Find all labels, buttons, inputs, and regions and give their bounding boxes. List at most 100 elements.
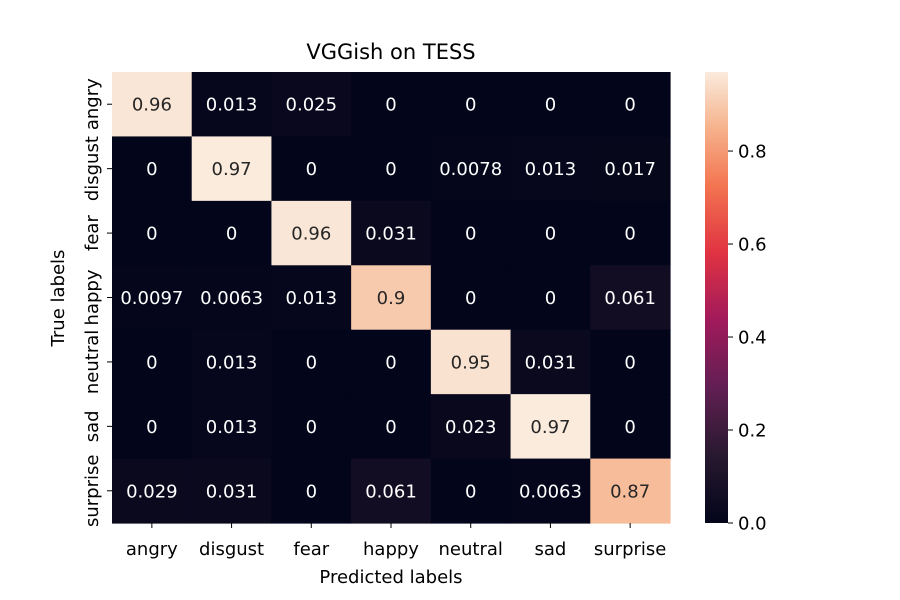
y-tick-label: happy (82, 269, 103, 325)
cell-value-label: 0.031 (365, 224, 417, 245)
heatmap-cell (351, 136, 432, 202)
x-tick-label: neutral (439, 539, 503, 560)
cell-value-label: 0 (545, 288, 556, 309)
cell-value-label: 0 (465, 95, 476, 116)
cell-value-label: 0 (545, 224, 556, 245)
cell-value-label: 0.0063 (200, 288, 263, 309)
heatmap-cell (590, 136, 671, 202)
heatmap-cell (590, 394, 671, 460)
heatmap-cell (351, 329, 432, 395)
heatmap-cell (271, 72, 352, 138)
heatmap-cell (191, 200, 273, 266)
x-axis-ticks: angry disgust fear happy neutral sad surprise (126, 523, 666, 560)
cell-value-label: 0 (465, 224, 476, 245)
x-tick-label: fear (293, 539, 329, 560)
colorbar-ticks: 0.0 0.2 0.4 0.6 0.8 (728, 142, 767, 535)
cell-value-label: 0 (226, 224, 237, 245)
y-tick-label: neutral (82, 330, 103, 394)
heatmap-cell (351, 200, 432, 266)
heatmap-cell (271, 458, 352, 524)
heatmap-cell (430, 136, 512, 202)
x-tick-label: surprise (594, 539, 666, 560)
cell-value-label: 0 (146, 159, 157, 180)
cell-value-label: 0.023 (445, 417, 497, 438)
cell-value-label: 0.97 (212, 159, 252, 180)
colorbar-tick-label: 0.8 (738, 142, 767, 163)
heatmap-cell (191, 72, 273, 138)
heatmap-cell (271, 394, 352, 460)
heatmap-cell (191, 394, 273, 460)
heatmap-cell (430, 458, 512, 524)
cell-value-label: 0.97 (530, 417, 570, 438)
heatmap-cell (112, 394, 193, 460)
heatmap-cell (271, 136, 352, 202)
cell-value-label: 0.061 (604, 288, 656, 309)
cell-value-label: 0.013 (206, 417, 258, 438)
cell-value-label: 0.9 (377, 288, 406, 309)
chart-title: VGGish on TESS (306, 40, 475, 64)
cell-value-label: 0 (306, 417, 317, 438)
cell-value-label: 0.017 (604, 159, 656, 180)
heatmap-cell (112, 136, 193, 202)
y-tick-label: fear (82, 215, 103, 251)
cell-value-label: 0.96 (132, 95, 172, 116)
heatmap-cell (590, 329, 671, 395)
heatmap-cell (510, 136, 591, 202)
y-tick-label: surprise (82, 455, 103, 527)
y-tick-label: sad (82, 410, 103, 442)
cell-value-label: 0.013 (286, 288, 338, 309)
heatmap-cell (191, 458, 273, 524)
heatmap-cells (112, 72, 671, 524)
heatmap-cell (191, 265, 273, 331)
heatmap-cell (191, 136, 273, 202)
cell-value-label: 0 (624, 95, 635, 116)
x-tick-label: happy (363, 539, 419, 560)
heatmap-cell (590, 200, 671, 266)
heatmap-cell-labels: 0.96 0.013 0.025 0 0 0 0 0 0.97 0 0 0.0078 0.013 0.01… (120, 95, 656, 503)
heatmap-cell (351, 458, 432, 524)
heatmap-cell (112, 265, 193, 331)
heatmap-cell (112, 329, 193, 395)
cell-value-label: 0 (465, 288, 476, 309)
y-axis-ticks: angry disgust fear happy neutral sad surprise (82, 78, 112, 527)
colorbar-tick-label: 0.4 (738, 328, 767, 349)
heatmap-cell (112, 458, 193, 524)
cell-value-label: 0.013 (525, 159, 577, 180)
heatmap-cell (112, 200, 193, 266)
cell-value-label: 0.025 (286, 95, 338, 116)
cell-value-label: 0 (465, 481, 476, 502)
cell-value-label: 0 (385, 417, 396, 438)
cell-value-label: 0.96 (291, 224, 331, 245)
colorbar-tick-label: 0.2 (738, 421, 767, 442)
heatmap-cell (510, 329, 591, 395)
cell-value-label: 0 (385, 95, 396, 116)
x-tick-label: disgust (199, 539, 264, 560)
x-tick-label: sad (535, 539, 567, 560)
cell-value-label: 0 (306, 159, 317, 180)
cell-value-label: 0.87 (610, 481, 650, 502)
cell-value-label: 0 (306, 352, 317, 373)
cell-value-label: 0.029 (126, 481, 178, 502)
cell-value-label: 0 (146, 352, 157, 373)
y-tick-label: angry (82, 78, 103, 130)
heatmap-cell (271, 329, 352, 395)
heatmap-cell (271, 265, 352, 331)
cell-value-label: 0.013 (206, 95, 258, 116)
cell-value-label: 0 (385, 159, 396, 180)
cell-value-label: 0 (385, 352, 396, 373)
cell-value-label: 0.061 (365, 481, 417, 502)
heatmap-cell (510, 458, 591, 524)
cell-value-label: 0.031 (206, 481, 258, 502)
cell-value-label: 0.0078 (439, 159, 502, 180)
heatmap-cell (351, 265, 432, 331)
colorbar (705, 72, 728, 523)
cell-value-label: 0.031 (525, 352, 577, 373)
heatmap-cell (351, 72, 432, 138)
heatmap-cell (510, 200, 591, 266)
x-axis-title: Predicted labels (319, 567, 462, 588)
y-tick-label: disgust (82, 136, 103, 201)
heatmap-cell (351, 394, 432, 460)
heatmap-cell (112, 72, 193, 138)
heatmap-cell (430, 265, 512, 331)
